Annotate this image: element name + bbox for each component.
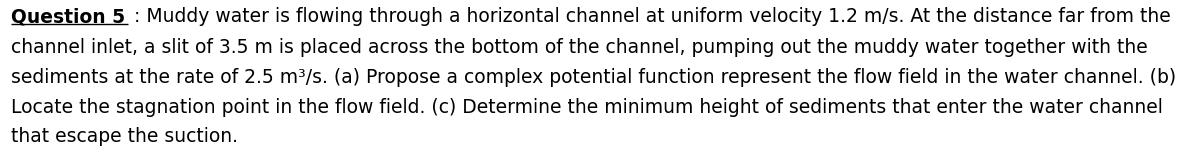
Text: sediments at the rate of 2.5 m³/s. (a) Propose a complex potential function repr: sediments at the rate of 2.5 m³/s. (a) P… [12, 68, 1176, 87]
Text: Question 5: Question 5 [12, 7, 126, 26]
Text: channel inlet, a slit of 3.5 m is placed across the bottom of the channel, pumpi: channel inlet, a slit of 3.5 m is placed… [12, 38, 1148, 57]
Text: that escape the suction.: that escape the suction. [12, 127, 239, 146]
Text: : Muddy water is flowing through a horizontal channel at uniform velocity 1.2 m/: : Muddy water is flowing through a horiz… [128, 7, 1171, 26]
Text: Locate the stagnation point in the flow field. (c) Determine the minimum height : Locate the stagnation point in the flow … [12, 98, 1163, 117]
